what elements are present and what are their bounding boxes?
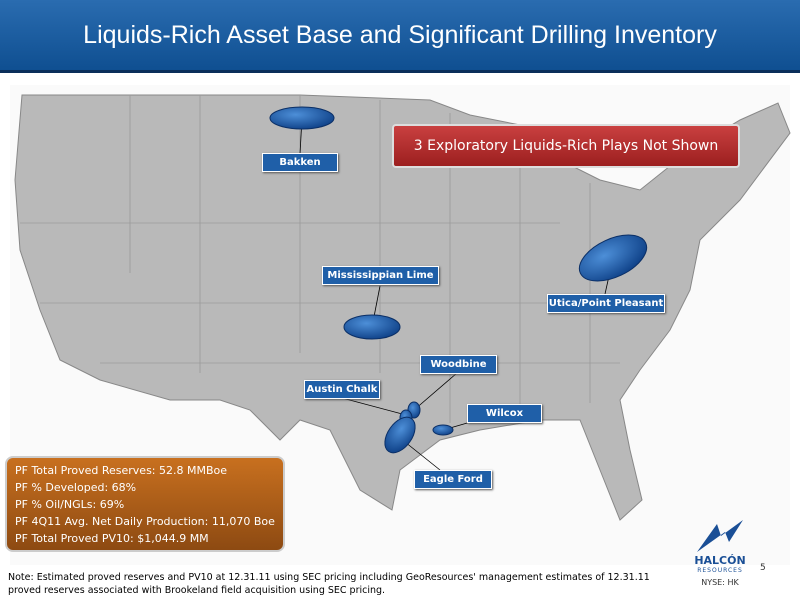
logo-sub: RESOURCES xyxy=(697,567,743,574)
play-area xyxy=(269,106,335,130)
play-area xyxy=(384,416,416,454)
stats-box: PF Total Proved Reserves: 52.8 MMBoe PF … xyxy=(5,456,285,552)
state-lines xyxy=(20,95,640,423)
page-number: 5 xyxy=(760,563,766,573)
stat-line: PF Total Proved Reserves: 52.8 MMBoe xyxy=(15,464,228,477)
stat-line: PF % Developed: 68% xyxy=(15,481,137,494)
play-areas xyxy=(269,106,648,454)
stat-line: PF 4Q11 Avg. Net Daily Production: 11,07… xyxy=(15,515,275,528)
stat-line: PF % Oil/NGLs: 69% xyxy=(15,498,125,511)
play-label: Woodbine xyxy=(420,355,497,374)
play-area xyxy=(432,424,454,436)
stat-line: PF Total Proved PV10: $1,044.9 MM xyxy=(15,532,209,545)
logo-name: HALCÓN xyxy=(694,554,746,567)
logo-bird xyxy=(697,520,743,552)
play-label: Austin Chalk xyxy=(304,380,380,399)
banner: 3 Exploratory Liquids-Rich Plays Not Sho… xyxy=(392,124,740,168)
title: Liquids-Rich Asset Base and Significant … xyxy=(0,0,800,73)
play-label: Mississippian Lime xyxy=(322,266,439,285)
play-label: Wilcox xyxy=(467,404,542,423)
play-label: Eagle Ford xyxy=(414,470,492,489)
ticker: NYSE: HK xyxy=(701,578,739,587)
play-area xyxy=(343,314,401,340)
play-label: Bakken xyxy=(262,153,338,172)
note: Note: Estimated proved reserves and PV10… xyxy=(8,572,650,596)
play-label: Utica/Point Pleasant xyxy=(547,294,665,313)
us-outline xyxy=(14,94,791,521)
play-area xyxy=(578,234,648,282)
